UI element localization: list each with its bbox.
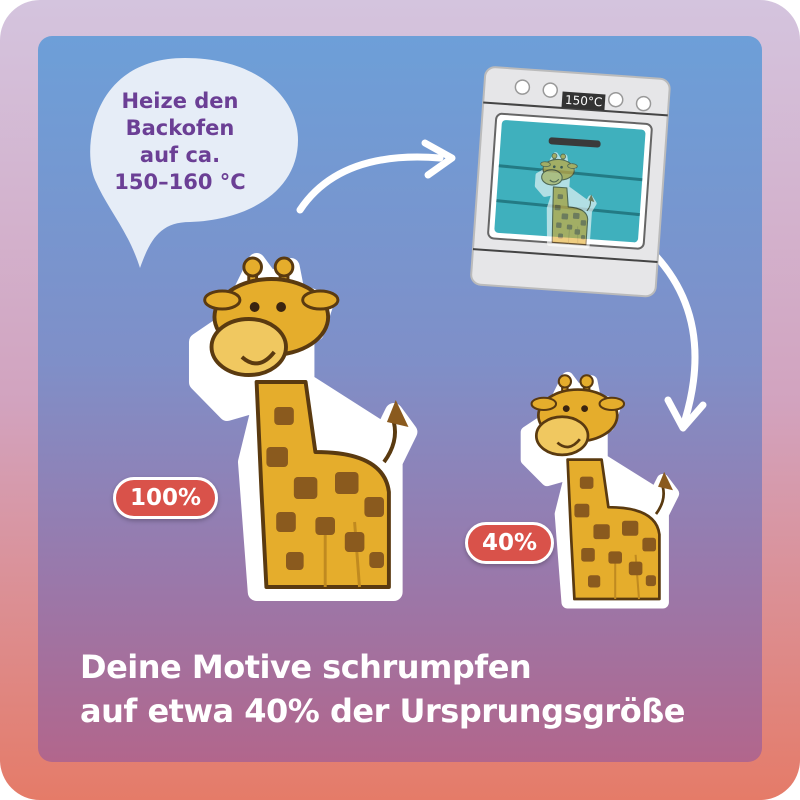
arrow-to-small-giraffe: [651, 251, 699, 424]
speech-bubble: [90, 58, 298, 268]
speech-bubble-text: Heize den Backofen auf ca. 150–160 °C: [100, 88, 260, 196]
giraffe-large: [198, 258, 409, 592]
oven-temperature-display: 150°C: [561, 91, 606, 111]
caption-line-1: Deine Motive schrumpfen: [80, 648, 532, 686]
caption-line-2: auf etwa 40% der Ursprungsgröße: [80, 692, 685, 730]
badge-40-percent: 40%: [465, 522, 555, 564]
caption: Deine Motive schrumpfen auf etwa 40% der…: [80, 645, 780, 733]
giraffe-small: [527, 375, 673, 602]
bubble-line: Backofen: [125, 116, 235, 140]
bubble-line: auf ca.: [139, 143, 221, 167]
bubble-line: 150–160 °C: [114, 170, 246, 194]
bubble-line: Heize den: [121, 89, 239, 113]
oven: [470, 66, 671, 298]
arrow-to-oven: [296, 153, 444, 214]
badge-100-percent: 100%: [113, 477, 219, 519]
